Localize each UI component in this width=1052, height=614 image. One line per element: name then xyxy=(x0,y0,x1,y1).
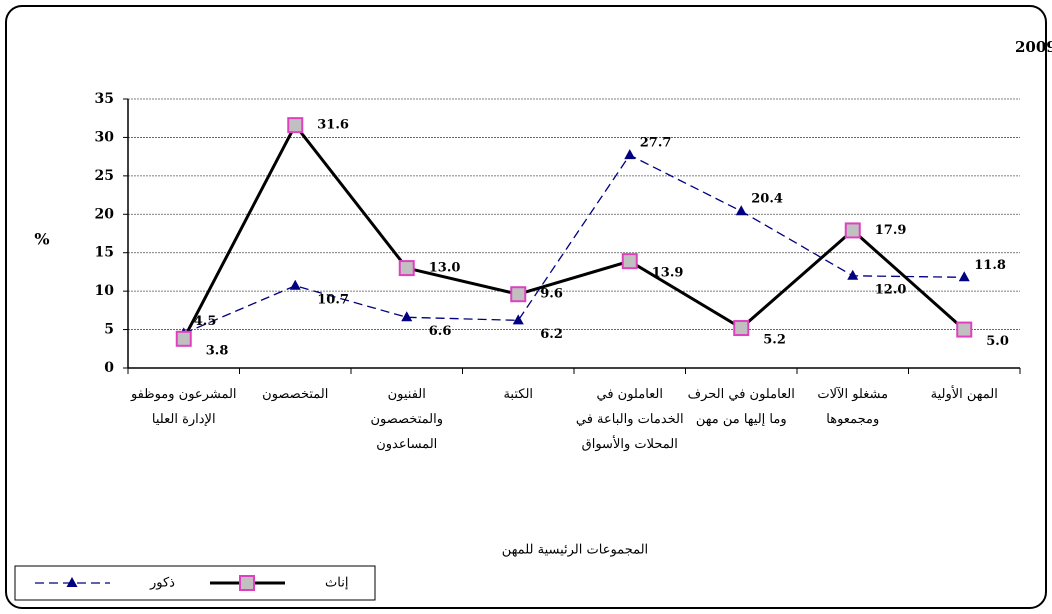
legend-marker xyxy=(66,577,78,587)
data-label: 4.5 xyxy=(194,314,217,329)
marker xyxy=(847,269,859,280)
y-tick-label: 35 xyxy=(95,91,114,107)
chart-title: الشكل 8: التوزيع النسبي للعاملين في منشآ… xyxy=(1015,37,1052,57)
data-label: 5.2 xyxy=(763,333,786,348)
x-tick-label: المتخصصون xyxy=(262,387,329,402)
marker xyxy=(735,205,747,216)
y-tick-label: 15 xyxy=(95,245,114,261)
marker xyxy=(175,330,192,347)
marker xyxy=(510,286,527,303)
x-tick-label: المشرعون وموظفو الإدارة العليا xyxy=(130,387,237,427)
data-label: 20.4 xyxy=(751,192,783,207)
data-label: 12.0 xyxy=(875,282,907,297)
y-axis-label: % xyxy=(34,230,49,249)
x-tick-label: الكتبة xyxy=(503,387,534,402)
x-tick-label: الفنيون والمتخصصون المساعدون xyxy=(370,387,444,452)
y-tick-label: 0 xyxy=(104,360,114,376)
data-label: 13.0 xyxy=(429,261,461,276)
data-label: 6.2 xyxy=(540,327,563,342)
data-label: 9.6 xyxy=(540,287,563,302)
y-tick-label: 25 xyxy=(95,168,114,184)
legend-marker xyxy=(239,575,255,591)
marker xyxy=(398,260,415,277)
marker xyxy=(624,149,636,160)
marker xyxy=(401,311,413,322)
y-tick-label: 5 xyxy=(104,322,114,338)
legend-label: ذكور xyxy=(149,576,175,591)
marker xyxy=(621,253,638,270)
y-tick-label: 20 xyxy=(95,206,115,222)
data-label: 3.8 xyxy=(206,343,229,358)
marker xyxy=(844,222,861,239)
x-tick-label: مشغلو الآلات ومجمعوها xyxy=(817,387,889,427)
data-label: 10.7 xyxy=(317,292,349,307)
x-axis-label: المجموعات الرئيسية للمهن xyxy=(502,543,648,558)
marker xyxy=(287,117,304,134)
data-label: 17.9 xyxy=(875,223,907,238)
data-label: 5.0 xyxy=(986,334,1009,349)
x-tick-label: المهن الأولية xyxy=(930,387,998,402)
data-label: 6.6 xyxy=(429,324,452,339)
x-tick-label: العاملون في الحرف وما إليها من مهن xyxy=(687,387,795,427)
data-label: 11.8 xyxy=(974,258,1006,273)
data-label: 27.7 xyxy=(640,136,672,151)
line xyxy=(182,122,966,340)
marker xyxy=(289,279,301,290)
frame xyxy=(5,5,1047,609)
line xyxy=(183,154,965,335)
data-label: 13.9 xyxy=(652,266,684,281)
legend-label: إناث xyxy=(325,576,348,591)
marker xyxy=(733,320,750,337)
marker xyxy=(956,321,973,338)
marker xyxy=(958,271,970,282)
data-label: 31.6 xyxy=(317,118,349,133)
y-tick-label: 30 xyxy=(95,129,115,145)
x-tick-label: العاملون في الخدمات والباعة في المحلات و… xyxy=(575,387,684,452)
marker xyxy=(512,314,524,325)
y-tick-label: 10 xyxy=(95,283,115,299)
